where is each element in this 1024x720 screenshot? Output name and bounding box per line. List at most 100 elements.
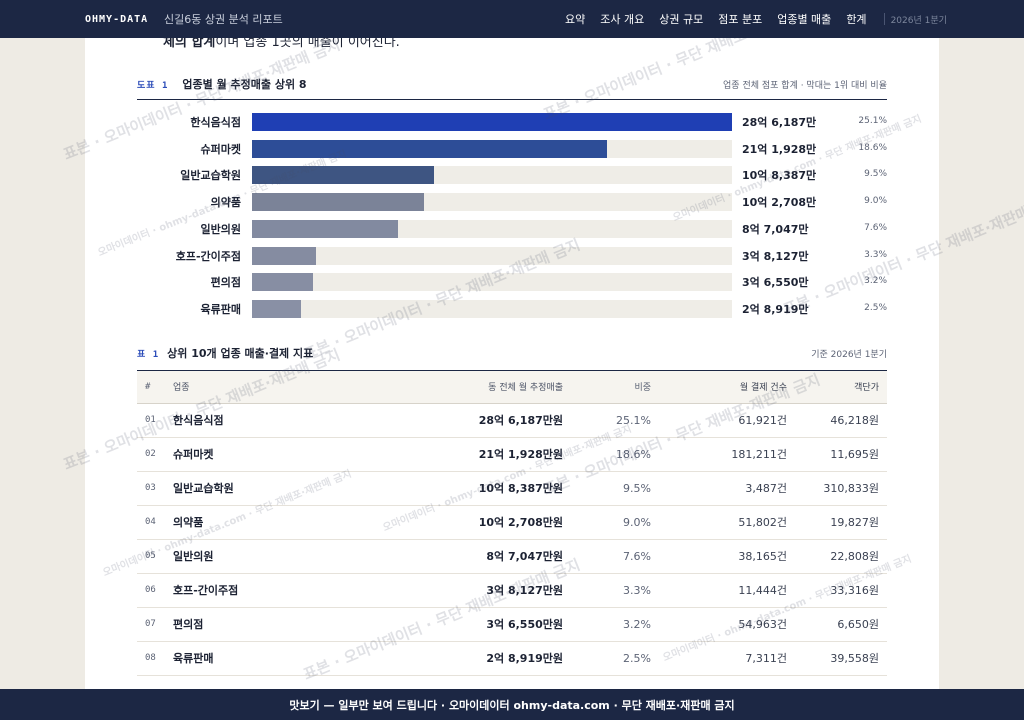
row-industry: 의약품 xyxy=(173,505,373,540)
bar xyxy=(252,113,732,131)
nav-item-store-distribution[interactable]: 점포 분포 xyxy=(718,13,763,26)
bar-row: 육류판매 2억 8,919만 2.5% xyxy=(137,299,887,318)
row-share: 9.5% xyxy=(563,471,651,506)
row-industry: 일반교습학원 xyxy=(173,471,373,506)
bar xyxy=(252,139,608,158)
row-monthly-sales: 28억 6,187만원 xyxy=(373,403,563,438)
row-industry: 슈퍼마켓 xyxy=(173,437,373,472)
nav-divider xyxy=(883,13,885,25)
bar-track xyxy=(252,113,732,131)
row-payment-count: 54,963건 xyxy=(651,607,787,642)
figure-note: 업종 전체 점포 합계 · 막대는 1위 대비 비율 xyxy=(723,80,887,91)
row-monthly-sales: 8억 7,047만원 xyxy=(373,539,563,574)
col-payment-count: 월 결제 건수 xyxy=(651,371,787,404)
row-payment-count: 7,311건 xyxy=(651,641,787,676)
row-share: 3.3% xyxy=(563,573,651,608)
row-industry: 호프-간이주점 xyxy=(173,573,373,608)
bar-track xyxy=(252,246,732,265)
nav-item-summary[interactable]: 요약 xyxy=(565,13,586,26)
row-avg-ticket: 39,558원 xyxy=(787,641,887,676)
bar-category-label: 의약품 xyxy=(210,196,241,210)
row-index: 05 xyxy=(137,539,173,574)
bar-category-label: 육류판매 xyxy=(200,302,241,316)
bar-track xyxy=(252,299,732,318)
col-avg-ticket: 객단가 xyxy=(787,371,887,404)
brand-logo[interactable]: OHMY-DATA xyxy=(85,13,149,25)
row-payment-count: 38,165건 xyxy=(651,539,787,574)
bar-category-label: 호프-간이주점 xyxy=(175,249,241,263)
table-row: 04 의약품 10억 2,708만원 9.0% 51,802건 19,827원 xyxy=(137,505,887,540)
row-avg-ticket: 22,808원 xyxy=(787,539,887,574)
bar xyxy=(252,193,425,212)
preview-footer-banner: 맛보기 — 일부만 보여 드립니다 · 오마이데이터 ohmy-data.com… xyxy=(0,689,1024,720)
row-monthly-sales: 2억 8,919만원 xyxy=(373,641,563,676)
figure-number: 도표 1 xyxy=(137,80,169,91)
bar-row: 한식음식점 28억 6,187만 25.1% xyxy=(137,113,887,131)
nav-item-market-size[interactable]: 상권 규모 xyxy=(659,13,704,26)
bar-category-label: 슈퍼마켓 xyxy=(200,142,241,156)
table-row: 05 일반의원 8억 7,047만원 7.6% 38,165건 22,808원 xyxy=(137,539,887,574)
col-index: # xyxy=(137,371,173,404)
row-index: 02 xyxy=(137,437,173,472)
bar-row: 일반의원 8억 7,047만 7.6% xyxy=(137,219,887,238)
row-payment-count: 51,802건 xyxy=(651,505,787,540)
bar xyxy=(252,166,434,185)
report-page: 체의 합계이며 업종 1곳의 매출이 이어진다. 도표 1 업종별 월 추정매출… xyxy=(85,38,939,689)
table-header: 표 1 상위 10개 업종 매출·결제 지표 기준 2026년 1분기 xyxy=(137,345,887,361)
bar xyxy=(252,219,398,238)
bar-share-label: 7.6% xyxy=(864,222,887,233)
intro-text: 이며 업종 1곳의 매출이 이어진다. xyxy=(215,38,400,50)
bar-value-label: 10억 8,387만 xyxy=(742,169,817,183)
row-avg-ticket: 11,695원 xyxy=(787,437,887,472)
bar-share-label: 3.3% xyxy=(864,249,887,260)
row-industry: 육류판매 xyxy=(173,641,373,676)
row-industry: 일반의원 xyxy=(173,539,373,574)
row-index: 06 xyxy=(137,573,173,608)
bar-category-label: 편의점 xyxy=(210,276,241,290)
bar-value-label: 21억 1,928만 xyxy=(742,142,817,156)
bar-value-label: 2억 8,919만 xyxy=(742,302,809,316)
bar-category-label: 일반교습학원 xyxy=(180,169,241,183)
row-monthly-sales: 21억 1,928만원 xyxy=(373,437,563,472)
nav-item-sales-by-industry[interactable]: 업종별 매출 xyxy=(777,13,832,26)
bar xyxy=(252,273,314,292)
bar-row: 편의점 3억 6,550만 3.2% xyxy=(137,273,887,292)
bar-track xyxy=(252,273,732,292)
bar-share-label: 18.6% xyxy=(858,142,887,153)
row-share: 9.0% xyxy=(563,505,651,540)
bar xyxy=(252,246,316,265)
bar-category-label: 한식음식점 xyxy=(190,116,241,129)
row-index: 03 xyxy=(137,471,173,506)
row-share: 3.2% xyxy=(563,607,651,642)
row-share: 18.6% xyxy=(563,437,651,472)
col-industry: 업종 xyxy=(173,371,373,404)
row-avg-ticket: 19,827원 xyxy=(787,505,887,540)
bar-share-label: 3.2% xyxy=(864,276,887,287)
row-monthly-sales: 10억 8,387만원 xyxy=(373,471,563,506)
row-avg-ticket: 46,218원 xyxy=(787,403,887,438)
row-index: 08 xyxy=(137,641,173,676)
figure-rule xyxy=(137,99,887,100)
bar-row: 의약품 10억 2,708만 9.0% xyxy=(137,193,887,212)
col-share: 비중 xyxy=(563,371,651,404)
bar-category-label: 일반의원 xyxy=(200,222,241,236)
nav-item-limitations[interactable]: 한계 xyxy=(846,13,867,26)
row-payment-count: 11,444건 xyxy=(651,573,787,608)
bar-share-label: 2.5% xyxy=(864,302,887,313)
bar-share-label: 9.5% xyxy=(864,169,887,180)
table-note: 기준 2026년 1분기 xyxy=(811,349,887,360)
row-share: 7.6% xyxy=(563,539,651,574)
row-share: 25.1% xyxy=(563,403,651,438)
bar-value-label: 28억 6,187만 xyxy=(742,116,817,129)
bar-value-label: 3억 6,550만 xyxy=(742,276,809,290)
table-row: 02 슈퍼마켓 21억 1,928만원 18.6% 181,211건 11,695원 xyxy=(137,437,887,472)
nav-item-overview[interactable]: 조사 개요 xyxy=(600,13,645,26)
bar-track xyxy=(252,219,732,238)
top-navigation-bar: OHMY-DATA 신길6동 상권 분석 리포트 요약 조사 개요 상권 규모 … xyxy=(0,0,1024,38)
main-nav: 요약 조사 개요 상권 규모 점포 분포 업종별 매출 한계 2026년 1분기 xyxy=(565,0,947,38)
row-monthly-sales: 10억 2,708만원 xyxy=(373,505,563,540)
table-title: 상위 10개 업종 매출·결제 지표 xyxy=(167,347,314,360)
row-avg-ticket: 33,316원 xyxy=(787,573,887,608)
table-row: 08 육류판매 2억 8,919만원 2.5% 7,311건 39,558원 xyxy=(137,641,887,676)
bar-track xyxy=(252,193,732,212)
